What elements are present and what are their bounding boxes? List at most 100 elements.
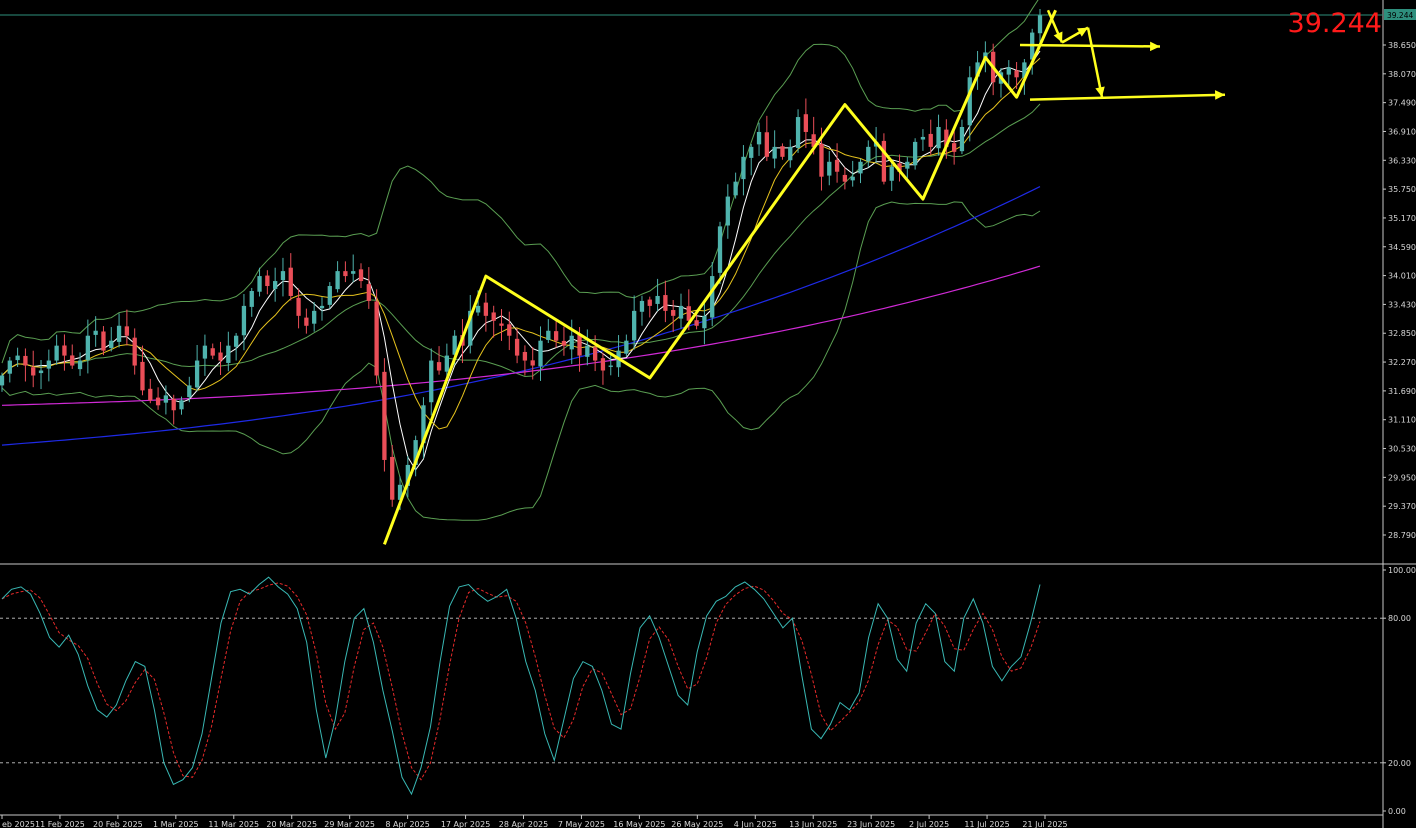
candle-body bbox=[148, 388, 153, 401]
candle-body bbox=[491, 312, 496, 321]
price-tick-label: 31.110 bbox=[1388, 416, 1416, 425]
candle-body bbox=[288, 267, 293, 296]
candle-body bbox=[452, 335, 457, 355]
candle-body bbox=[944, 129, 949, 147]
current-price-label: 39.244 bbox=[1288, 8, 1382, 39]
candle-body bbox=[62, 345, 67, 356]
price-tick-label: 29.950 bbox=[1388, 473, 1416, 482]
candle-body bbox=[671, 310, 676, 316]
stochastic-d-line bbox=[1, 582, 1041, 781]
candle-body bbox=[905, 161, 910, 169]
candle-body bbox=[273, 281, 278, 289]
time-tick-label: 4 Jun 2025 bbox=[734, 820, 777, 828]
price-tick-label: 37.490 bbox=[1388, 99, 1416, 108]
candle-body bbox=[764, 132, 769, 157]
time-tick-label: 21 Jul 2025 bbox=[1022, 820, 1067, 828]
candle-body bbox=[702, 315, 707, 329]
price-tick-label: 36.330 bbox=[1388, 156, 1416, 165]
candle-body bbox=[233, 335, 239, 347]
time-tick-label: 1 Mar 2025 bbox=[153, 820, 199, 828]
candle-body bbox=[1014, 70, 1019, 78]
candle-body bbox=[390, 456, 395, 500]
stochastic-tick-label: 0.00 bbox=[1388, 807, 1406, 816]
candle-body bbox=[842, 174, 848, 182]
candle-body bbox=[897, 163, 902, 172]
candle-body bbox=[678, 305, 684, 319]
time-tick-label: 20 Feb 2025 bbox=[93, 820, 143, 828]
zigzag-projection bbox=[382, 9, 1057, 545]
time-tick-label: 11 Feb 2025 bbox=[35, 820, 85, 828]
time-tick-label: 20 Mar 2025 bbox=[266, 820, 317, 828]
candle-body bbox=[171, 398, 176, 411]
candle-body bbox=[912, 141, 918, 166]
candle-body bbox=[546, 330, 551, 340]
candle-body bbox=[444, 355, 450, 372]
candle-body bbox=[803, 114, 809, 132]
candle-body bbox=[116, 325, 122, 342]
bollinger-lower-band bbox=[1, 201, 1041, 521]
candle-body bbox=[163, 395, 169, 403]
candle-body bbox=[710, 276, 715, 318]
stochastic-axis: 100.00 80.00 20.00 0.00 bbox=[1383, 566, 1416, 816]
candle-body bbox=[366, 284, 371, 301]
candle-body bbox=[592, 347, 598, 361]
current-price-tag bbox=[1384, 9, 1416, 20]
time-axis: eb 2025 11 Feb 2025 20 Feb 2025 1 Mar 2025 1… bbox=[1, 815, 1068, 828]
time-tick-label: 2 Jul 2025 bbox=[909, 820, 949, 828]
candle-body bbox=[585, 345, 590, 357]
candle-body bbox=[436, 362, 442, 371]
candle-body bbox=[975, 62, 980, 77]
candle-body bbox=[655, 295, 660, 304]
candle-body bbox=[179, 400, 184, 410]
candle-body bbox=[140, 361, 145, 391]
candle-body bbox=[257, 276, 262, 292]
candle-body bbox=[468, 310, 473, 346]
candle-body bbox=[265, 275, 270, 287]
resistance-arrow bbox=[1019, 43, 1161, 48]
candle-body bbox=[343, 271, 348, 277]
candle-body bbox=[889, 166, 894, 181]
candle-body bbox=[93, 330, 98, 335]
candle-body bbox=[686, 306, 691, 321]
candle-body bbox=[834, 159, 840, 172]
candle-body bbox=[507, 324, 512, 336]
projection-arrow-drop bbox=[1086, 27, 1104, 98]
candle-body bbox=[187, 385, 192, 398]
candle-body bbox=[109, 340, 114, 349]
price-tick-label: 36.910 bbox=[1388, 127, 1416, 136]
price-tick-label: 28.790 bbox=[1388, 531, 1416, 540]
candle-body bbox=[725, 196, 730, 226]
resistance-arrow-head bbox=[1150, 41, 1160, 52]
candle-body bbox=[866, 146, 871, 162]
candle-body bbox=[405, 464, 410, 486]
candle-body bbox=[249, 290, 254, 307]
time-tick-label: 8 Apr 2025 bbox=[385, 820, 429, 828]
candle-body bbox=[319, 305, 325, 309]
candle-body bbox=[7, 360, 12, 374]
candle-body bbox=[741, 156, 746, 180]
projection-arrow-down-head bbox=[1053, 31, 1063, 43]
candle-body bbox=[561, 340, 567, 346]
candle-body bbox=[819, 143, 824, 177]
bollinger-middle-band bbox=[1, 103, 1041, 378]
candle-body bbox=[429, 360, 434, 403]
stochastic-tick-label: 20.00 bbox=[1388, 759, 1411, 768]
ma100-line bbox=[1, 186, 1041, 446]
price-tick-label: 33.430 bbox=[1388, 300, 1416, 309]
candle-body bbox=[475, 305, 481, 313]
price-tick-label: 29.370 bbox=[1388, 502, 1416, 511]
price-axis: 39.244 38.650 38.070 37.490 36.910 36.330 35.7… bbox=[1383, 9, 1416, 540]
candle-body bbox=[335, 271, 340, 290]
time-tick-label: 29 Mar 2025 bbox=[324, 820, 375, 828]
candle-body bbox=[1022, 62, 1027, 79]
candle-body bbox=[928, 133, 933, 147]
candle-body bbox=[795, 117, 801, 148]
candle-body bbox=[210, 348, 215, 356]
slow-ma-line bbox=[1, 57, 1041, 430]
candle-body bbox=[132, 337, 137, 366]
candle-body bbox=[881, 140, 887, 182]
stochastic-pane bbox=[0, 576, 1383, 796]
candle-body bbox=[46, 360, 51, 369]
candle-body bbox=[952, 143, 957, 152]
